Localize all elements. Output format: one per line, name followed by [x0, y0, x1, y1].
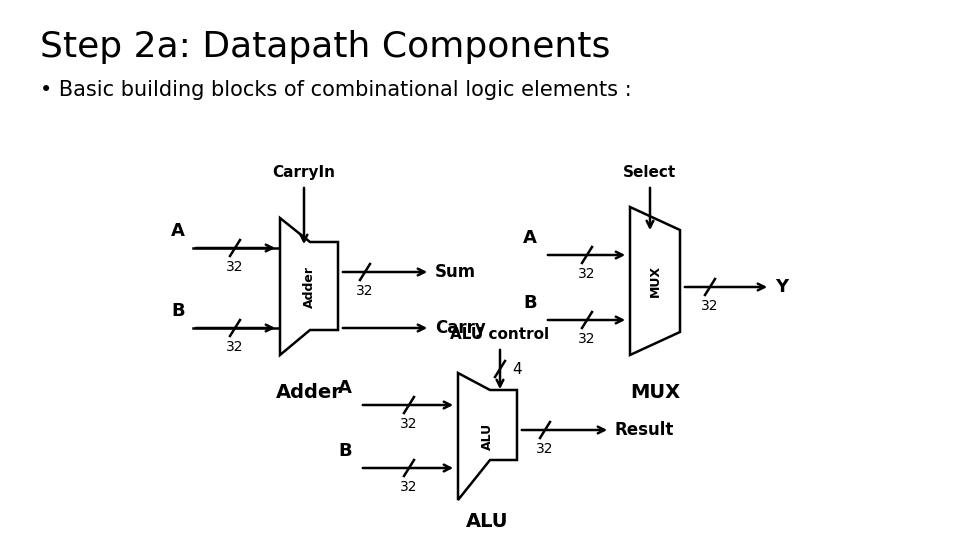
Text: Sum: Sum [435, 263, 476, 281]
Text: 32: 32 [400, 480, 418, 494]
Text: Adder: Adder [302, 266, 316, 307]
Polygon shape [630, 207, 680, 355]
Text: 32: 32 [578, 332, 596, 346]
Text: MUX: MUX [630, 383, 680, 402]
Text: B: B [172, 302, 185, 320]
Text: Select: Select [623, 165, 677, 180]
Text: A: A [338, 379, 352, 397]
Text: B: B [338, 442, 352, 460]
Text: 4: 4 [512, 361, 521, 376]
Text: ALU control: ALU control [450, 327, 549, 342]
Polygon shape [280, 218, 338, 355]
Text: Step 2a: Datapath Components: Step 2a: Datapath Components [40, 30, 611, 64]
Text: 32: 32 [227, 340, 244, 354]
Text: 32: 32 [578, 267, 596, 281]
Polygon shape [458, 373, 517, 500]
Text: • Basic building blocks of combinational logic elements :: • Basic building blocks of combinational… [40, 80, 632, 100]
Text: A: A [171, 222, 185, 240]
Text: 32: 32 [701, 299, 719, 313]
Text: 32: 32 [356, 284, 373, 298]
Text: ALU: ALU [481, 423, 494, 450]
Text: Adder: Adder [276, 383, 342, 402]
Text: Carry: Carry [435, 319, 486, 337]
Text: B: B [523, 294, 537, 312]
Text: Result: Result [615, 421, 674, 439]
Text: A: A [523, 229, 537, 247]
Text: 32: 32 [537, 442, 554, 456]
Text: MUX: MUX [649, 265, 661, 297]
Text: Y: Y [775, 278, 788, 296]
Text: ALU: ALU [467, 512, 509, 531]
Text: 32: 32 [227, 260, 244, 274]
Text: 32: 32 [400, 417, 418, 431]
Text: CarryIn: CarryIn [273, 165, 335, 180]
